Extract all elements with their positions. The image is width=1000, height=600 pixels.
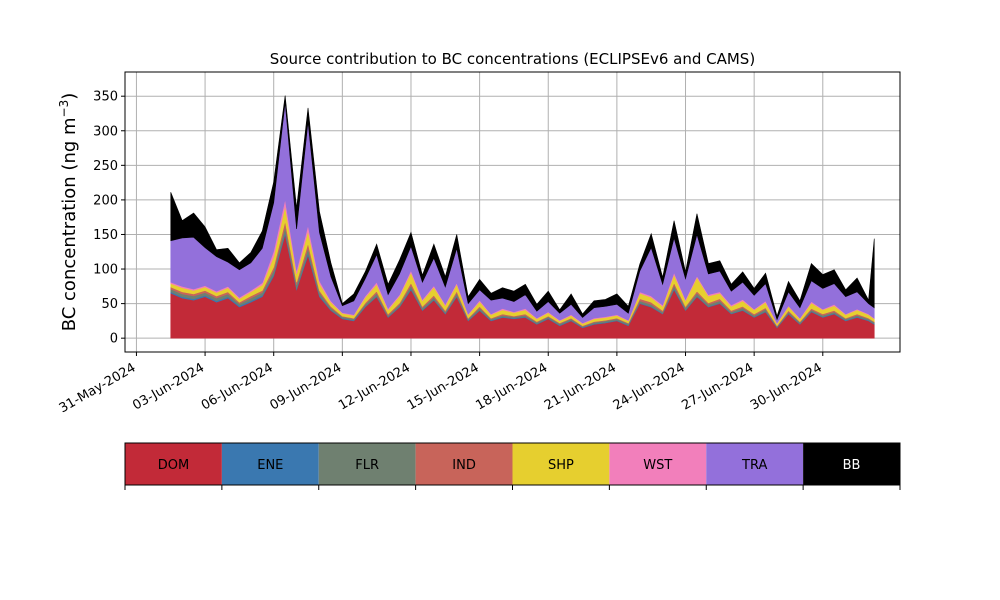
y-axis-label-close: ) <box>59 93 80 100</box>
y-tick-label: 350 <box>93 90 118 105</box>
x-tick-label: 12-Jun-2024 <box>336 360 413 413</box>
colorbar-label-dom: DOM <box>158 458 189 473</box>
colorbar-swatch-bb <box>803 443 900 485</box>
plot-frame <box>124 71 901 353</box>
y-axis-ticks: 0 50 100 150 200 250 300 350 <box>93 90 125 347</box>
x-tick-label: 27-Jun-2024 <box>679 360 756 413</box>
x-tick-label: 21-Jun-2024 <box>542 360 619 413</box>
colorbar-label-shp: SHP <box>548 458 574 473</box>
y-axis-label: BC concentration (ng m−3) <box>57 93 80 332</box>
colorbar-label-ene: ENE <box>257 458 283 473</box>
x-tick-label: 03-Jun-2024 <box>130 360 207 413</box>
x-axis-ticks: 31-May-202403-Jun-202406-Jun-202409-Jun-… <box>57 352 825 416</box>
source-legend-colorbar: DOM ENE FLR IND SHP WST TRA BB <box>124 442 901 490</box>
colorbar-swatch-shp <box>512 443 610 485</box>
y-axis-label-unit-superscript: −3 <box>57 100 71 118</box>
colorbar-label-bb: BB <box>843 458 861 473</box>
y-tick-label: 50 <box>101 297 118 312</box>
colorbar-label-tra: TRA <box>741 458 767 473</box>
colorbar-label-flr: FLR <box>355 458 379 473</box>
x-tick-label: 09-Jun-2024 <box>268 360 345 413</box>
area-bb <box>170 95 875 321</box>
y-tick-label: 200 <box>93 193 118 208</box>
x-tick-label: 31-May-2024 <box>57 360 139 416</box>
stacked-areas <box>170 95 875 339</box>
colorbar-swatch-wst <box>609 443 707 485</box>
y-tick-label: 150 <box>93 228 118 243</box>
x-tick-label: 30-Jun-2024 <box>748 360 825 413</box>
y-tick-label: 250 <box>93 159 118 174</box>
colorbar-swatch-ene <box>221 443 319 485</box>
x-tick-label: 15-Jun-2024 <box>405 360 482 413</box>
chart-title: Source contribution to BC concentrations… <box>270 50 755 68</box>
x-tick-label: 18-Jun-2024 <box>473 360 550 413</box>
colorbar-swatch-ind <box>415 443 513 485</box>
plot-area: 0 50 100 150 200 250 300 350 31-May-202403-Jun-… <box>57 71 901 416</box>
y-axis-label-text: BC concentration (ng m <box>59 117 80 331</box>
colorbar-label-ind: IND <box>452 458 476 473</box>
x-tick-label: 06-Jun-2024 <box>199 360 276 413</box>
y-tick-label: 300 <box>93 124 118 139</box>
colorbar-swatch-flr <box>318 443 416 485</box>
colorbar-swatch-dom <box>125 443 222 485</box>
y-tick-label: 0 <box>110 332 118 347</box>
y-tick-label: 100 <box>93 263 118 278</box>
x-tick-label: 24-Jun-2024 <box>611 360 688 413</box>
colorbar-label-wst: WST <box>643 458 672 473</box>
colorbar-swatch-tra <box>706 443 804 485</box>
